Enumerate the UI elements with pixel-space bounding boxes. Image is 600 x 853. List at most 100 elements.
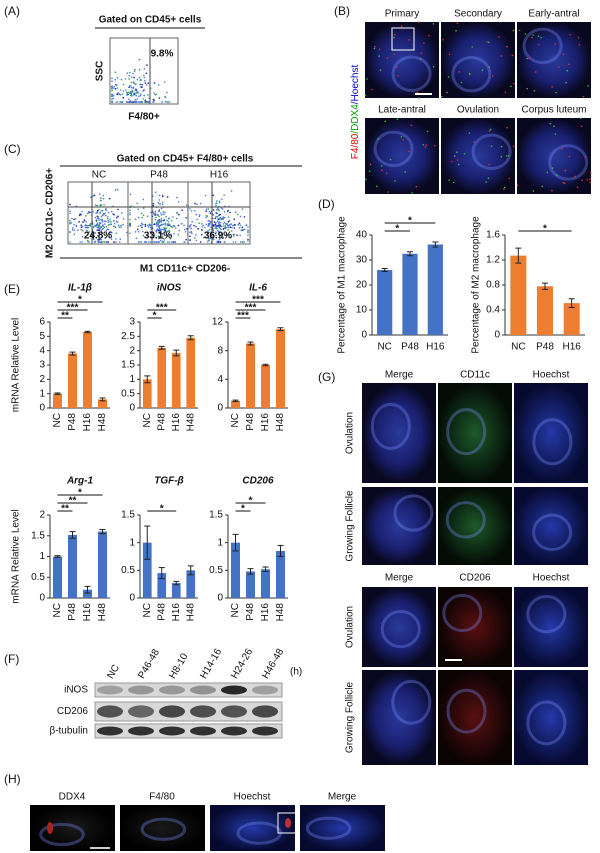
- lane-label: H46-48: [260, 647, 286, 681]
- flow-dot: [163, 239, 166, 241]
- flow-dot: [185, 217, 187, 219]
- channel-label: Hoechst: [234, 792, 271, 803]
- stain-dot: [551, 167, 554, 169]
- flow-dot: [107, 241, 110, 243]
- group-label: P48: [150, 170, 168, 181]
- chart-title: IL-6: [249, 283, 267, 294]
- flow-dot: [105, 220, 107, 223]
- flow-dot: [225, 234, 228, 236]
- flow-dot: [125, 101, 128, 103]
- unit-label: (h): [290, 667, 302, 678]
- flow-dot: [69, 223, 71, 225]
- flow-dot: [96, 217, 99, 220]
- flow-dot: [116, 188, 119, 191]
- flow-dot: [220, 207, 223, 209]
- flow-dot: [102, 197, 105, 200]
- stain-dot: [511, 54, 514, 57]
- stain-dot: [553, 125, 555, 127]
- stain-dot: [447, 76, 450, 78]
- flow-dot: [168, 241, 171, 243]
- flow-dot: [154, 210, 157, 213]
- flow-dot: [203, 236, 205, 239]
- flow-dot: [97, 241, 100, 243]
- blot-row-label: β-tubulin: [49, 726, 88, 737]
- gate-percent: 9.8%: [151, 49, 174, 60]
- flow-dot: [112, 220, 115, 222]
- flow-dot: [111, 95, 113, 98]
- bar: [427, 244, 443, 335]
- stain-dot: [375, 185, 378, 188]
- flow-dot: [69, 212, 71, 215]
- stain-dot: [498, 36, 500, 38]
- flow-dot: [110, 210, 113, 213]
- stain-dot: [366, 78, 368, 80]
- micrograph: [514, 487, 588, 565]
- flow-dot: [79, 212, 81, 215]
- flow-dot: [131, 101, 133, 103]
- flow-dot: [201, 226, 204, 228]
- stain-dot: [463, 152, 466, 155]
- flow-dot: [105, 235, 108, 238]
- x-tick-label: NC: [142, 603, 153, 617]
- flow-dot: [105, 207, 107, 210]
- stain-dot: [568, 63, 570, 66]
- flow-dot: [201, 229, 204, 232]
- flow-dot: [160, 212, 162, 214]
- flow-dot: [145, 84, 148, 86]
- chart-title: CD206: [242, 476, 274, 487]
- stain-dot: [408, 150, 410, 153]
- flow-dot: [137, 101, 140, 103]
- cell: [285, 818, 291, 828]
- channel-label: Hoechst: [533, 370, 570, 381]
- y-axis-label: mRNA Relative Level: [11, 318, 22, 412]
- channel-label: Merge: [328, 792, 357, 803]
- y-tick-label: 1: [129, 537, 135, 548]
- flow-dot: [119, 89, 122, 91]
- blot-band: [97, 726, 123, 736]
- flow-dot: [101, 228, 104, 231]
- flow-dot: [106, 228, 109, 231]
- flow-dot: [198, 215, 201, 218]
- flow-dot: [134, 231, 137, 233]
- flow-dot: [103, 226, 106, 229]
- stain-dot: [393, 53, 395, 56]
- x-tick-label: H16: [171, 413, 182, 432]
- blot-band: [128, 726, 154, 736]
- flow-dot: [146, 215, 149, 218]
- micrograph: [514, 587, 588, 667]
- flow-dot: [112, 212, 114, 215]
- y-tick-label: 0: [494, 330, 500, 341]
- stain-dot: [380, 165, 383, 167]
- flow-dot: [115, 84, 118, 87]
- lane-label: P46-48: [136, 647, 162, 681]
- stain-dot: [489, 128, 492, 131]
- flow-dot: [80, 224, 83, 226]
- x-tick-label: P48: [156, 413, 167, 431]
- flow-dot: [223, 210, 226, 213]
- flow-dot: [167, 220, 170, 223]
- flow-dot: [129, 84, 132, 87]
- flow-dot: [216, 227, 218, 230]
- y-tick-label: 0: [217, 593, 223, 604]
- stain-blue: /Hoechst: [350, 65, 361, 105]
- flow-dot: [181, 209, 183, 211]
- y-tick-label: 1.5: [121, 510, 135, 521]
- flow-dot: [163, 227, 166, 230]
- flow-dot: [226, 223, 228, 226]
- stain-dot: [540, 36, 542, 39]
- blot-band: [128, 705, 154, 718]
- flow-dot: [236, 234, 238, 236]
- significance-label: *: [153, 311, 157, 322]
- flow-dot: [133, 92, 135, 95]
- flow-dot: [247, 231, 249, 234]
- tissue-contour: [548, 144, 589, 181]
- flow-dot: [218, 235, 221, 238]
- stain-dot: [456, 151, 458, 154]
- flow-dot: [117, 92, 119, 94]
- flow-dot: [183, 224, 185, 227]
- stain-dot: [510, 85, 512, 88]
- flow-dot: [238, 227, 241, 229]
- flow-dot: [106, 241, 108, 243]
- flow-dot: [133, 76, 135, 79]
- x-tick-label: H16: [82, 603, 93, 622]
